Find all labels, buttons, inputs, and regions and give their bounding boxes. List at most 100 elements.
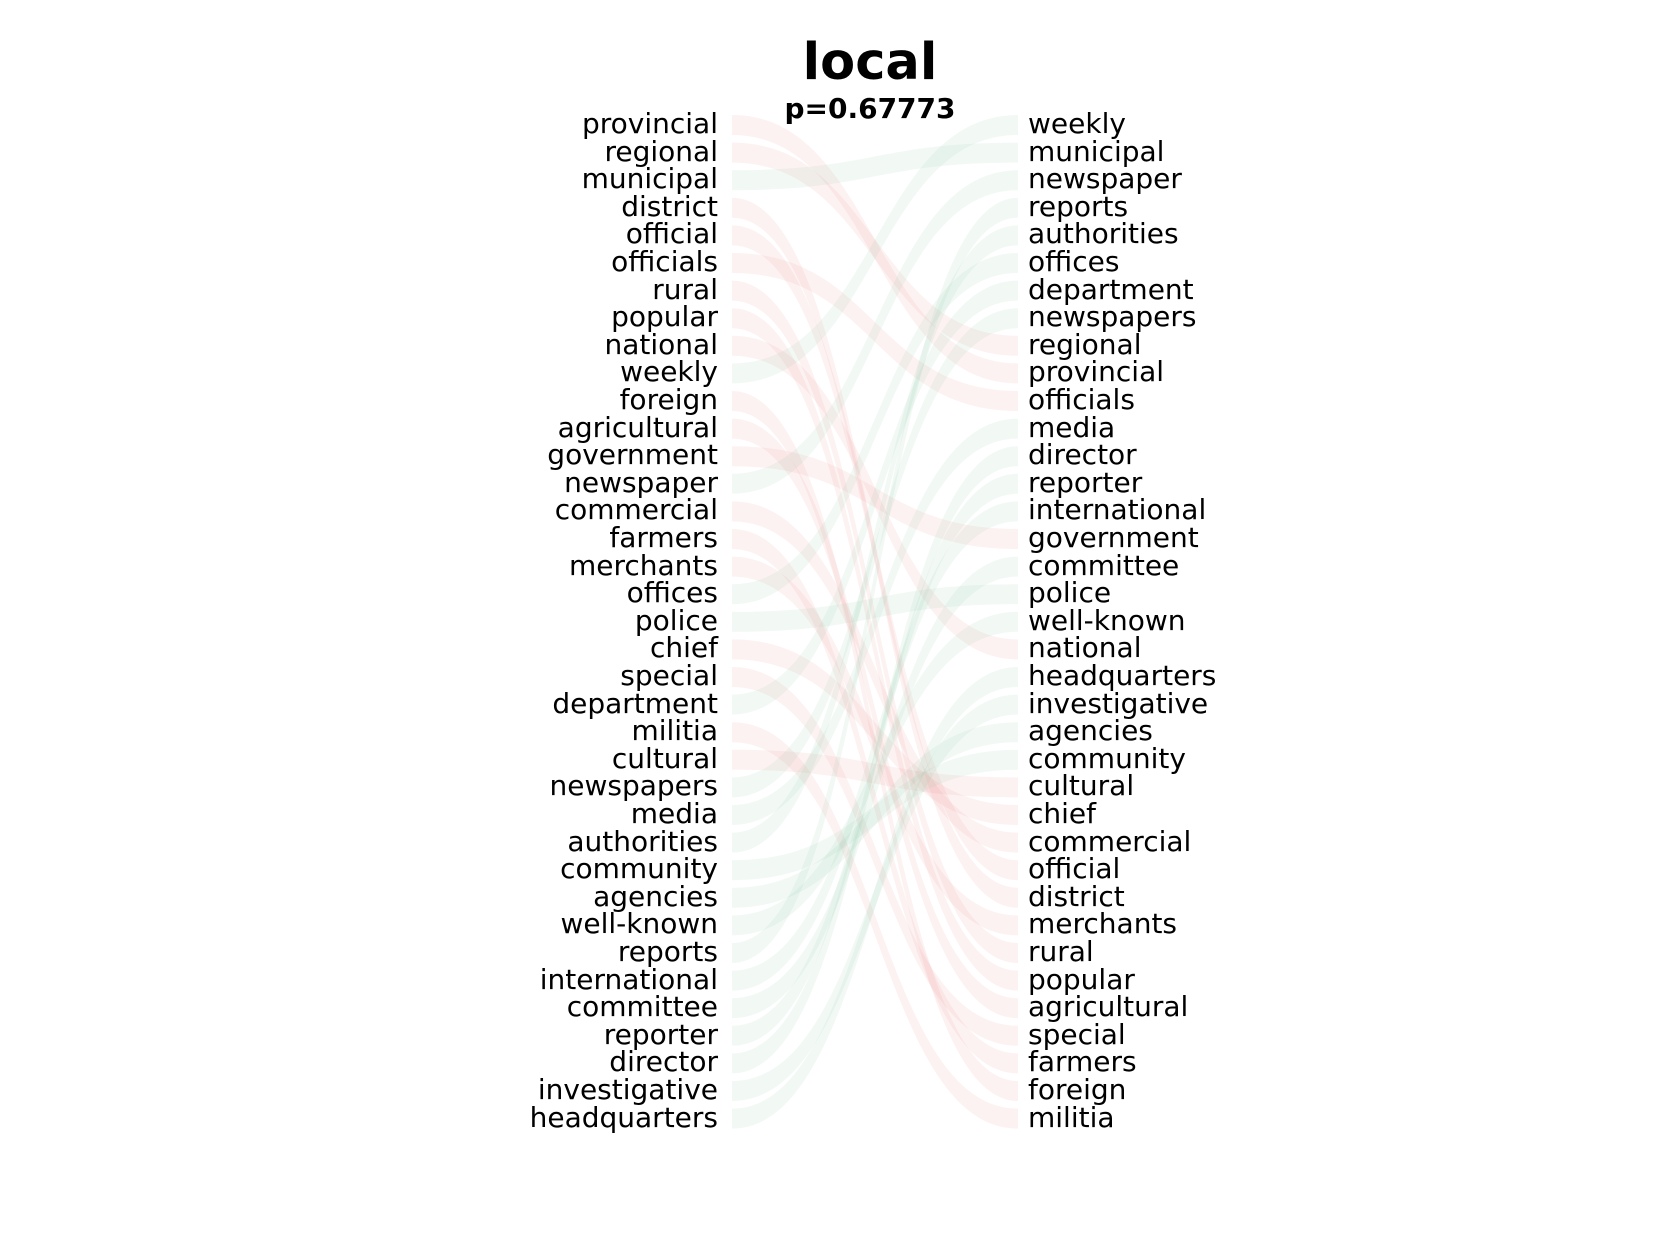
left-word-item: committee	[566, 990, 718, 1024]
rank-ribbon-farmers	[732, 529, 1018, 1074]
left-word-item: municipal	[581, 162, 718, 196]
right-word-item: provincial	[1028, 355, 1165, 389]
right-word-item: committee	[1028, 548, 1180, 582]
rank-ribbon-authorities	[732, 225, 1018, 853]
right-word-item: agricultural	[1028, 990, 1189, 1024]
right-word-item: director	[1028, 438, 1137, 472]
right-word-item: well-known	[1028, 603, 1186, 637]
right-word-item: commercial	[1028, 824, 1192, 858]
rank-ribbon-officials	[732, 253, 1018, 411]
right-word-item: merchants	[1028, 907, 1178, 941]
rank-ribbon-foreign	[732, 391, 1018, 1101]
rank-ribbon-agencies	[732, 722, 1018, 908]
rank-ribbon-well-known	[732, 611, 1018, 936]
rank-ribbon-official	[732, 225, 1018, 881]
left-word-item: authorities	[567, 824, 718, 858]
right-word-item: headquarters	[1028, 659, 1217, 692]
right-word-item: media	[1028, 410, 1116, 444]
diagram-subtitle: p=0.67773	[784, 92, 956, 125]
rank-ribbon-police	[732, 584, 1018, 632]
left-word-item: commercial	[554, 493, 718, 527]
right-word-item: agencies	[1028, 714, 1153, 748]
rank-ribbon-committee	[732, 556, 1018, 1019]
left-word-item: foreign	[619, 383, 718, 416]
left-word-item: officials	[611, 245, 718, 278]
rank-ribbon-investigative	[732, 694, 1018, 1101]
left-word-item: cultural	[611, 741, 718, 775]
right-word-item: official	[1028, 852, 1121, 886]
rank-ribbon-district	[732, 197, 1018, 908]
left-word-item: international	[539, 962, 718, 996]
left-word-item: weekly	[620, 355, 718, 389]
left-word-item: popular	[611, 300, 718, 334]
rank-ribbon-reporter	[732, 473, 1018, 1046]
left-word-item: community	[560, 852, 718, 886]
rank-ribbon-international	[732, 501, 1018, 991]
right-word-item: authorities	[1028, 217, 1179, 251]
left-word-item: agricultural	[557, 410, 718, 444]
left-word-item: regional	[604, 134, 719, 168]
right-word-item: municipal	[1028, 134, 1165, 168]
right-word-item: officials	[1028, 383, 1135, 416]
left-word-item: special	[620, 659, 718, 692]
rank-ribbon-headquarters	[732, 667, 1018, 1129]
right-word-item: reports	[1028, 189, 1129, 223]
left-word-item: director	[609, 1045, 718, 1079]
left-word-item: official	[625, 217, 718, 251]
diagram-title: local	[802, 33, 938, 92]
rank-ribbon-cultural	[732, 749, 1018, 798]
left-word-item: agencies	[593, 879, 718, 913]
rank-ribbon-rural	[732, 280, 1018, 964]
left-word-item: reporter	[603, 1017, 718, 1051]
left-word-item: district	[621, 189, 718, 223]
right-word-item: newspapers	[1028, 300, 1197, 334]
right-word-item: reporter	[1028, 465, 1143, 499]
rank-ribbon-popular	[732, 308, 1018, 991]
left-word-item: rural	[652, 272, 718, 306]
left-word-item: newspaper	[564, 465, 718, 499]
right-word-item: rural	[1028, 935, 1094, 968]
right-word-item: investigative	[1028, 686, 1209, 720]
left-word-item: offices	[626, 576, 718, 610]
rank-ribbon-special	[732, 667, 1018, 1046]
right-word-item: offices	[1028, 245, 1120, 278]
right-word-item: community	[1028, 741, 1186, 775]
left-word-item: investigative	[537, 1073, 718, 1106]
right-word-item: national	[1028, 631, 1142, 665]
rank-ribbon-government	[732, 446, 1018, 549]
right-word-item: farmers	[1028, 1045, 1137, 1079]
rank-ribbon-merchants	[732, 556, 1018, 936]
right-word-item: district	[1028, 879, 1125, 913]
rank-ribbon-community	[732, 749, 1018, 881]
rank-ribbon-chief	[732, 639, 1018, 825]
left-word-item: national	[604, 327, 718, 361]
right-word-item: popular	[1028, 962, 1135, 996]
right-word-item: cultural	[1028, 769, 1135, 803]
left-word-item: department	[552, 686, 718, 720]
rank-ribbon-director	[732, 446, 1018, 1074]
rank-ribbon-agricultural	[732, 418, 1018, 1019]
right-word-item: government	[1028, 521, 1199, 554]
right-word-item: regional	[1028, 327, 1142, 361]
rank-ribbon-newspapers	[732, 308, 1018, 798]
left-word-item: well-known	[560, 907, 718, 941]
left-word-item: farmers	[609, 521, 718, 554]
right-word-item: newspaper	[1028, 162, 1182, 196]
left-word-item: reports	[617, 935, 718, 968]
right-word-item: international	[1028, 493, 1207, 527]
rank-ribbon-municipal	[732, 142, 1018, 191]
left-word-item: media	[630, 797, 718, 830]
right-word-item: militia	[1028, 1100, 1115, 1134]
rank-ribbon-weekly	[732, 115, 1018, 384]
left-word-item: chief	[649, 631, 718, 665]
right-word-item: weekly	[1028, 107, 1126, 140]
rank-ribbon-commercial	[732, 501, 1018, 853]
left-word-item: merchants	[568, 548, 718, 582]
left-word-item: newspapers	[549, 769, 719, 803]
right-word-item: special	[1028, 1017, 1126, 1051]
right-word-item: foreign	[1028, 1073, 1127, 1106]
rank-ribbon-regional	[732, 142, 1018, 356]
rank-ribbon-provincial	[732, 115, 1018, 384]
